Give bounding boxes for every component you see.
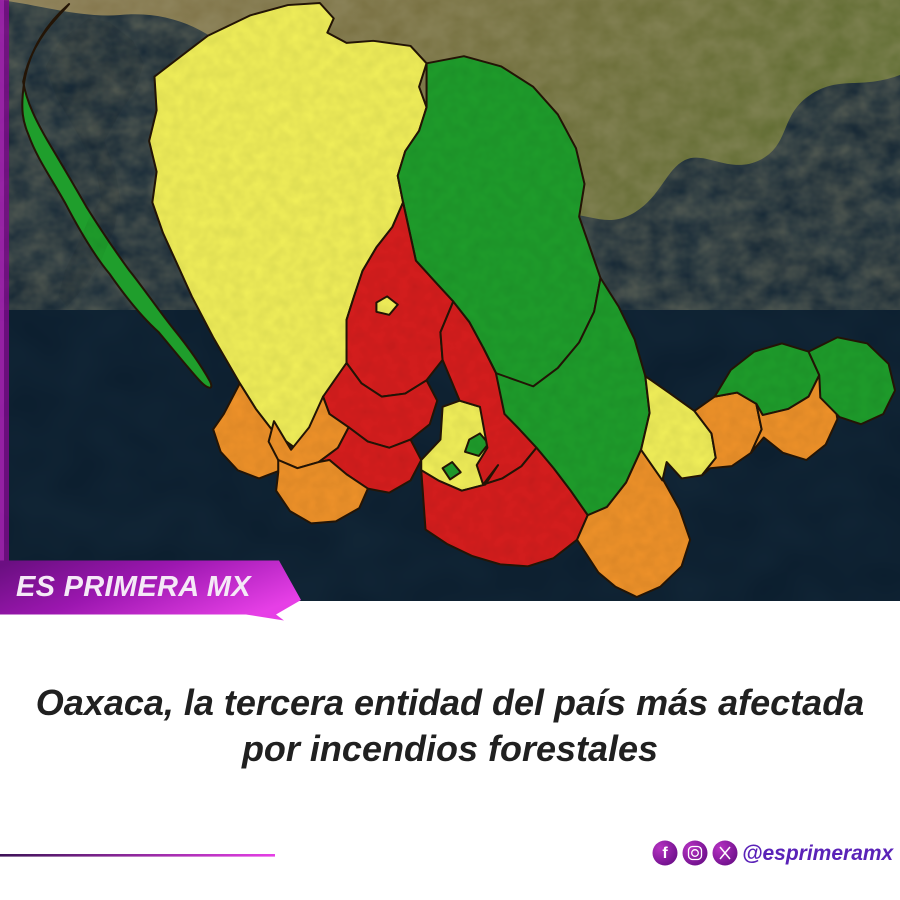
- svg-text:f: f: [662, 845, 668, 862]
- svg-text:@esprimeramx: @esprimeramx: [742, 842, 895, 865]
